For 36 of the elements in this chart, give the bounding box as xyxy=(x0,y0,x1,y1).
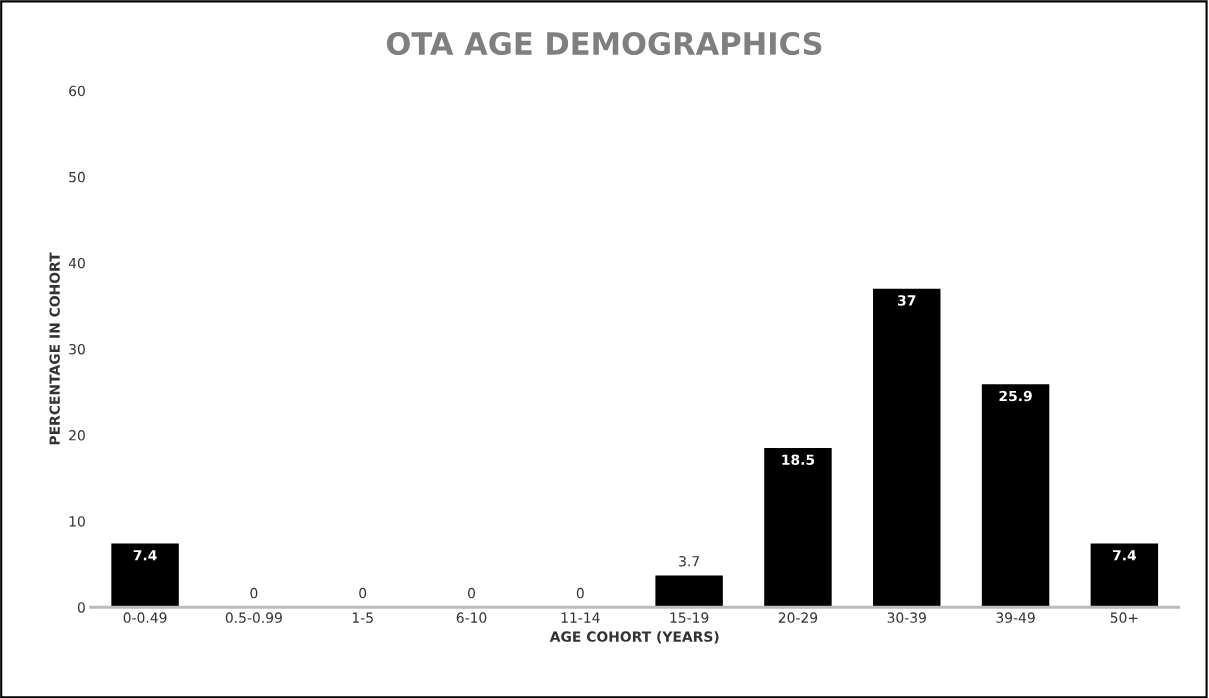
x-tick-label: 39-49 xyxy=(996,612,1035,623)
chart-title: OTA AGE DEMOGRAPHICS xyxy=(386,31,822,56)
data-label: 0 xyxy=(250,587,258,599)
data-label: 37 xyxy=(898,295,916,306)
y-tick-label: 40 xyxy=(68,257,85,269)
data-label: 18.5 xyxy=(782,454,815,465)
bar xyxy=(764,448,832,608)
data-label: 7.4 xyxy=(133,550,157,561)
bar xyxy=(655,575,723,608)
x-tick-label: 20-29 xyxy=(778,612,818,623)
data-label: 0 xyxy=(576,587,584,599)
y-tick-label: 30 xyxy=(69,343,85,355)
data-label: 0 xyxy=(359,587,367,599)
x-tick-label: 11-14 xyxy=(561,612,600,623)
data-label: 7.4 xyxy=(1113,550,1137,561)
x-tick-label: 50+ xyxy=(1110,612,1138,623)
y-tick-label: 10 xyxy=(69,516,85,527)
y-tick-label: 50 xyxy=(69,171,85,183)
bar xyxy=(1090,543,1159,608)
x-tick-label: 1-5 xyxy=(352,612,373,623)
data-label: 25.9 xyxy=(999,390,1032,402)
data-label: 0 xyxy=(468,587,476,599)
y-tick-label: 60 xyxy=(69,85,85,97)
y-tick-label: 0 xyxy=(77,602,85,613)
x-axis-title: AGE COHORT (YEARS) xyxy=(549,631,719,644)
bar xyxy=(111,543,179,608)
x-tick-label: 15-19 xyxy=(670,612,709,623)
x-tick-label: 0-0.49 xyxy=(123,612,167,623)
data-label: 3.7 xyxy=(679,556,699,567)
y-axis-title: PERCENTAGE IN COHORT xyxy=(49,252,60,445)
x-tick-label: 30-39 xyxy=(887,612,926,623)
x-tick-label: 0.5-0.99 xyxy=(225,612,282,623)
bar xyxy=(873,288,941,608)
bar xyxy=(981,384,1050,608)
x-tick-label: 6-10 xyxy=(456,612,487,623)
y-tick-label: 20 xyxy=(69,430,85,441)
